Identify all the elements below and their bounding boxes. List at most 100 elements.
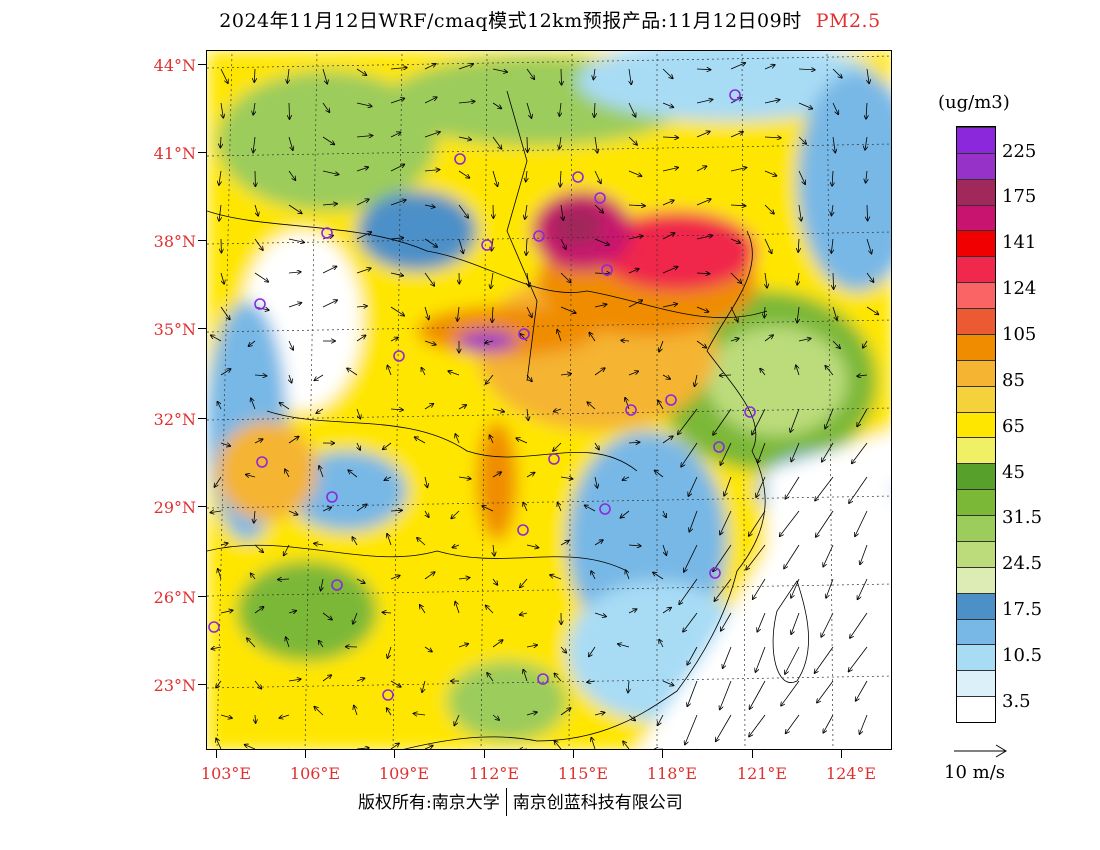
wind-arrow xyxy=(316,408,324,413)
wind-arrow xyxy=(628,609,637,614)
wind-arrow xyxy=(390,132,401,138)
wind-arrow xyxy=(625,398,630,410)
wind-arrow xyxy=(560,170,561,187)
wind-arrow xyxy=(857,408,868,426)
wind-arrow xyxy=(821,612,834,637)
lat-tick xyxy=(198,506,206,507)
colorbar-bin xyxy=(957,592,995,619)
wind-arrow xyxy=(688,476,698,496)
wind-arrow xyxy=(553,442,562,451)
wind-arrow xyxy=(561,68,562,85)
colorbar-label: 17.5 xyxy=(1002,599,1043,620)
wind-arrow xyxy=(387,534,392,546)
wind-arrow xyxy=(791,442,800,462)
wind-arrow xyxy=(798,102,812,109)
wind-arrow xyxy=(815,476,834,501)
wind-arrow xyxy=(594,368,605,376)
wind-arrow xyxy=(832,170,833,186)
wind-arrow xyxy=(720,680,732,710)
wind-arrow xyxy=(390,164,404,172)
wind-arrow xyxy=(595,476,597,488)
wind-arrow xyxy=(285,469,290,478)
wind-arrow xyxy=(784,544,800,569)
lon-tick xyxy=(305,750,306,758)
wind-arrow xyxy=(458,204,468,218)
wind-arrow xyxy=(520,334,528,342)
wind-arrow xyxy=(319,641,324,648)
colorbar-label: 85 xyxy=(1002,370,1025,391)
wind-arrow xyxy=(353,612,358,624)
wind-arrow xyxy=(288,136,293,150)
wind-arrow xyxy=(764,748,765,749)
wind-arrow xyxy=(816,510,834,537)
wind-arrow xyxy=(662,374,670,379)
wind-arrow xyxy=(284,544,290,556)
wind-arrow xyxy=(220,543,228,545)
wind-arrow xyxy=(825,366,834,376)
wind-arrow xyxy=(425,476,427,487)
wind-arrow xyxy=(452,545,460,548)
wind-arrow xyxy=(621,340,630,341)
wind-arrow xyxy=(458,137,471,140)
wind-arrow xyxy=(220,369,231,376)
lon-tick xyxy=(484,750,485,758)
colorbar-bin xyxy=(957,385,995,412)
footer-divider xyxy=(505,788,507,816)
wind-arrow xyxy=(352,537,358,546)
wind-arrow xyxy=(659,340,664,352)
wind-arrow xyxy=(758,442,766,463)
lon-label-121e: 121°E xyxy=(736,764,788,783)
wind-arrow xyxy=(560,374,571,375)
title-text: 2024年11月12日WRF/cmaq模式12km预报产品:11月12日09时 xyxy=(219,10,802,32)
wind-arrow xyxy=(347,368,358,376)
wind-arrow xyxy=(390,306,404,316)
wind-arrow xyxy=(757,612,766,632)
wind-arrow xyxy=(356,578,365,583)
wind-arrow xyxy=(594,442,599,450)
lon-label-112e: 112°E xyxy=(468,764,520,783)
wind-arrow xyxy=(713,408,732,435)
wind-arrow xyxy=(628,205,645,206)
wind-arrow xyxy=(321,578,323,591)
wind-arrow xyxy=(519,749,527,750)
lat-tick xyxy=(198,328,206,329)
wind-arrow xyxy=(855,510,868,536)
colorbar-bin xyxy=(957,411,995,438)
wind-arrow xyxy=(856,680,868,701)
wind-arrow xyxy=(560,238,566,249)
copyright-footer: 版权所有:南京大学 南京创蓝科技有限公司 xyxy=(358,788,683,816)
wind-arrow xyxy=(826,578,834,598)
colorbar-bin xyxy=(957,152,995,179)
wind-arrow xyxy=(833,272,834,289)
wind-arrow xyxy=(594,612,606,617)
lat-label-23n: 23°N xyxy=(153,676,196,695)
wind-arrow xyxy=(492,409,504,412)
wind-arrow xyxy=(689,510,698,532)
lat-label-29n: 29°N xyxy=(153,498,196,517)
wind-arrow xyxy=(554,741,562,749)
wind-arrow xyxy=(211,647,222,649)
wind-arrow xyxy=(492,472,501,478)
wind-arrow xyxy=(798,338,811,341)
wind-arrow xyxy=(629,68,631,84)
wind-arrow xyxy=(796,365,800,376)
wind-arrow xyxy=(594,170,601,183)
wind-arrow xyxy=(220,68,228,83)
wind-arrow xyxy=(662,436,673,444)
wind-arrow xyxy=(490,435,494,444)
wind-arrow xyxy=(486,374,494,384)
wind-arrow xyxy=(527,136,528,152)
wind-arrow xyxy=(254,272,268,282)
wind-arrow xyxy=(526,238,527,255)
wind-arrow xyxy=(525,204,527,219)
wind-arrow xyxy=(825,408,834,429)
wind-arrow xyxy=(220,136,221,148)
wind-arrow xyxy=(414,714,426,716)
wind-arrow xyxy=(822,442,834,462)
colorbar-label: 65 xyxy=(1002,416,1025,437)
wind-arrow xyxy=(390,510,402,511)
wind-arrow xyxy=(687,646,698,665)
wind-arrow xyxy=(662,544,666,555)
wind-arrow xyxy=(764,204,774,214)
wind-arrow xyxy=(288,748,289,749)
